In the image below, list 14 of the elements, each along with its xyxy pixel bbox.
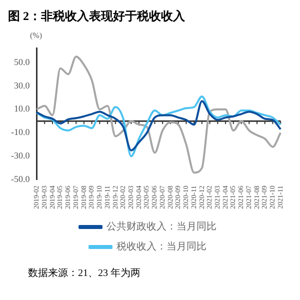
y-tick-label: 10.0 [14,104,30,114]
line-series [36,56,282,174]
y-tick-label: -50.0 [10,174,30,184]
line-series [36,95,282,158]
legend-label: 税收收入：当月同比 [116,240,206,253]
y-tick-label: -30.0 [10,150,30,161]
line-series [36,100,282,152]
y-axis-title: (%) [30,31,43,40]
y-tick-label: 30.0 [14,80,30,90]
source-note: 数据来源：21、23 年为两 [28,266,142,280]
legend-label: 公共财政收入：当月同比 [106,220,216,233]
y-tick-label: 50.0 [14,56,30,67]
y-tick-label: -10.0 [10,127,30,138]
chart-title: 图 2：非税收入表现好于税收收入 [8,8,186,25]
